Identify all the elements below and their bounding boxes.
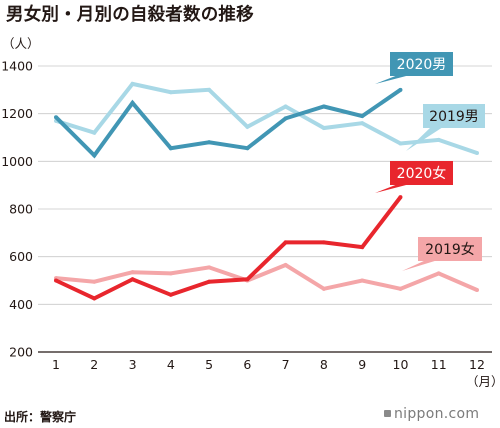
data-point-2020-male: [207, 140, 212, 145]
x-tick-label: 11: [431, 357, 447, 372]
data-point-2019-female: [436, 271, 441, 276]
x-tick-label: 5: [205, 357, 213, 372]
y-tick-label: 400: [9, 297, 33, 312]
data-point-2019-male: [360, 121, 365, 126]
legend-callout-pointer: [375, 75, 410, 84]
source-note: 出所：警察庁: [4, 410, 77, 424]
data-point-2020-male: [54, 115, 58, 120]
x-tick-label: 8: [320, 357, 328, 372]
data-point-2019-female: [475, 288, 479, 293]
x-axis-label: （月）: [466, 374, 500, 389]
data-point-2019-female: [207, 265, 212, 270]
brand-logo: nippon.com: [384, 406, 479, 422]
legend-label: 2020女: [397, 165, 447, 182]
data-point-2019-female: [92, 279, 97, 284]
data-point-2019-male: [283, 104, 288, 109]
y-axis-label: （人）: [2, 36, 40, 51]
x-tick-label: 9: [358, 357, 366, 372]
y-tick-label: 600: [9, 249, 33, 264]
series-line-2020-male: [54, 88, 402, 159]
x-tick-label: 6: [243, 357, 251, 372]
x-tick-label: 7: [282, 357, 290, 372]
data-point-2019-female: [360, 278, 365, 283]
x-tick-label: 10: [393, 357, 409, 372]
x-tick-label: 2: [90, 357, 98, 372]
x-tick-label: 4: [167, 357, 175, 372]
y-tick-label: 800: [9, 202, 33, 217]
legend-callout-pointer: [406, 127, 443, 151]
data-point-2020-female: [245, 277, 250, 282]
legend-callout-pointer: [375, 184, 410, 193]
series-line-2020-female: [55, 195, 403, 301]
chart-title: 男女別・月別の自殺者数の推移: [6, 5, 254, 25]
data-point-2020-female: [54, 278, 58, 283]
data-point-2019-female: [398, 286, 403, 291]
x-tick-label: 12: [469, 357, 485, 372]
data-point-2020-male: [245, 146, 250, 151]
data-point-2020-male: [168, 146, 173, 151]
data-point-2019-male: [398, 141, 403, 146]
data-point-2019-male: [130, 81, 135, 86]
data-point-2020-female: [283, 240, 288, 245]
data-point-2020-female: [321, 240, 326, 245]
brand-name: nippon.com: [394, 406, 480, 422]
data-point-2020-female: [168, 292, 173, 297]
x-tick-label: 1: [52, 357, 60, 372]
data-point-2019-female: [130, 270, 135, 275]
legend-callout-box: [418, 237, 482, 261]
data-point-2020-male: [360, 114, 365, 119]
x-tick-label: 3: [129, 357, 137, 372]
legend-label: 2020男: [397, 57, 447, 73]
data-point-2019-male: [245, 124, 250, 129]
data-point-2019-male: [92, 130, 97, 135]
data-point-2020-male: [92, 153, 97, 158]
series-line-2019-female: [55, 262, 478, 292]
legend-callout-pointer: [402, 260, 438, 271]
data-point-2020-female: [398, 195, 403, 200]
y-tick-label: 1200: [1, 106, 33, 121]
data-point-2020-female: [207, 279, 212, 284]
legend-callout-box: [390, 161, 453, 185]
legend-callout-box: [390, 52, 453, 76]
data-point-2020-male: [130, 100, 135, 105]
legend-label: 2019女: [425, 241, 475, 258]
data-point-2019-male: [168, 90, 173, 95]
y-tick-label: 1000: [1, 154, 33, 169]
legend-callout-box: [423, 104, 485, 128]
data-point-2020-male: [321, 104, 326, 109]
data-point-2019-male: [321, 125, 326, 130]
data-point-2020-male: [398, 87, 403, 92]
data-point-2020-male: [283, 116, 288, 121]
y-tick-label: 1400: [1, 59, 33, 74]
y-tick-label: 200: [9, 345, 33, 360]
brand-dot-icon: [384, 410, 391, 417]
series-line-2019-male: [55, 81, 478, 155]
data-point-2019-male: [475, 150, 479, 155]
data-point-2019-female: [168, 271, 173, 276]
data-point-2019-male: [436, 137, 441, 142]
data-point-2020-female: [130, 277, 135, 282]
data-point-2020-female: [360, 245, 365, 250]
data-point-2019-male: [207, 87, 212, 92]
data-point-2019-female: [321, 286, 326, 291]
data-point-2019-female: [283, 263, 288, 268]
data-point-2020-female: [92, 296, 97, 301]
legend-label: 2019男: [429, 109, 479, 125]
